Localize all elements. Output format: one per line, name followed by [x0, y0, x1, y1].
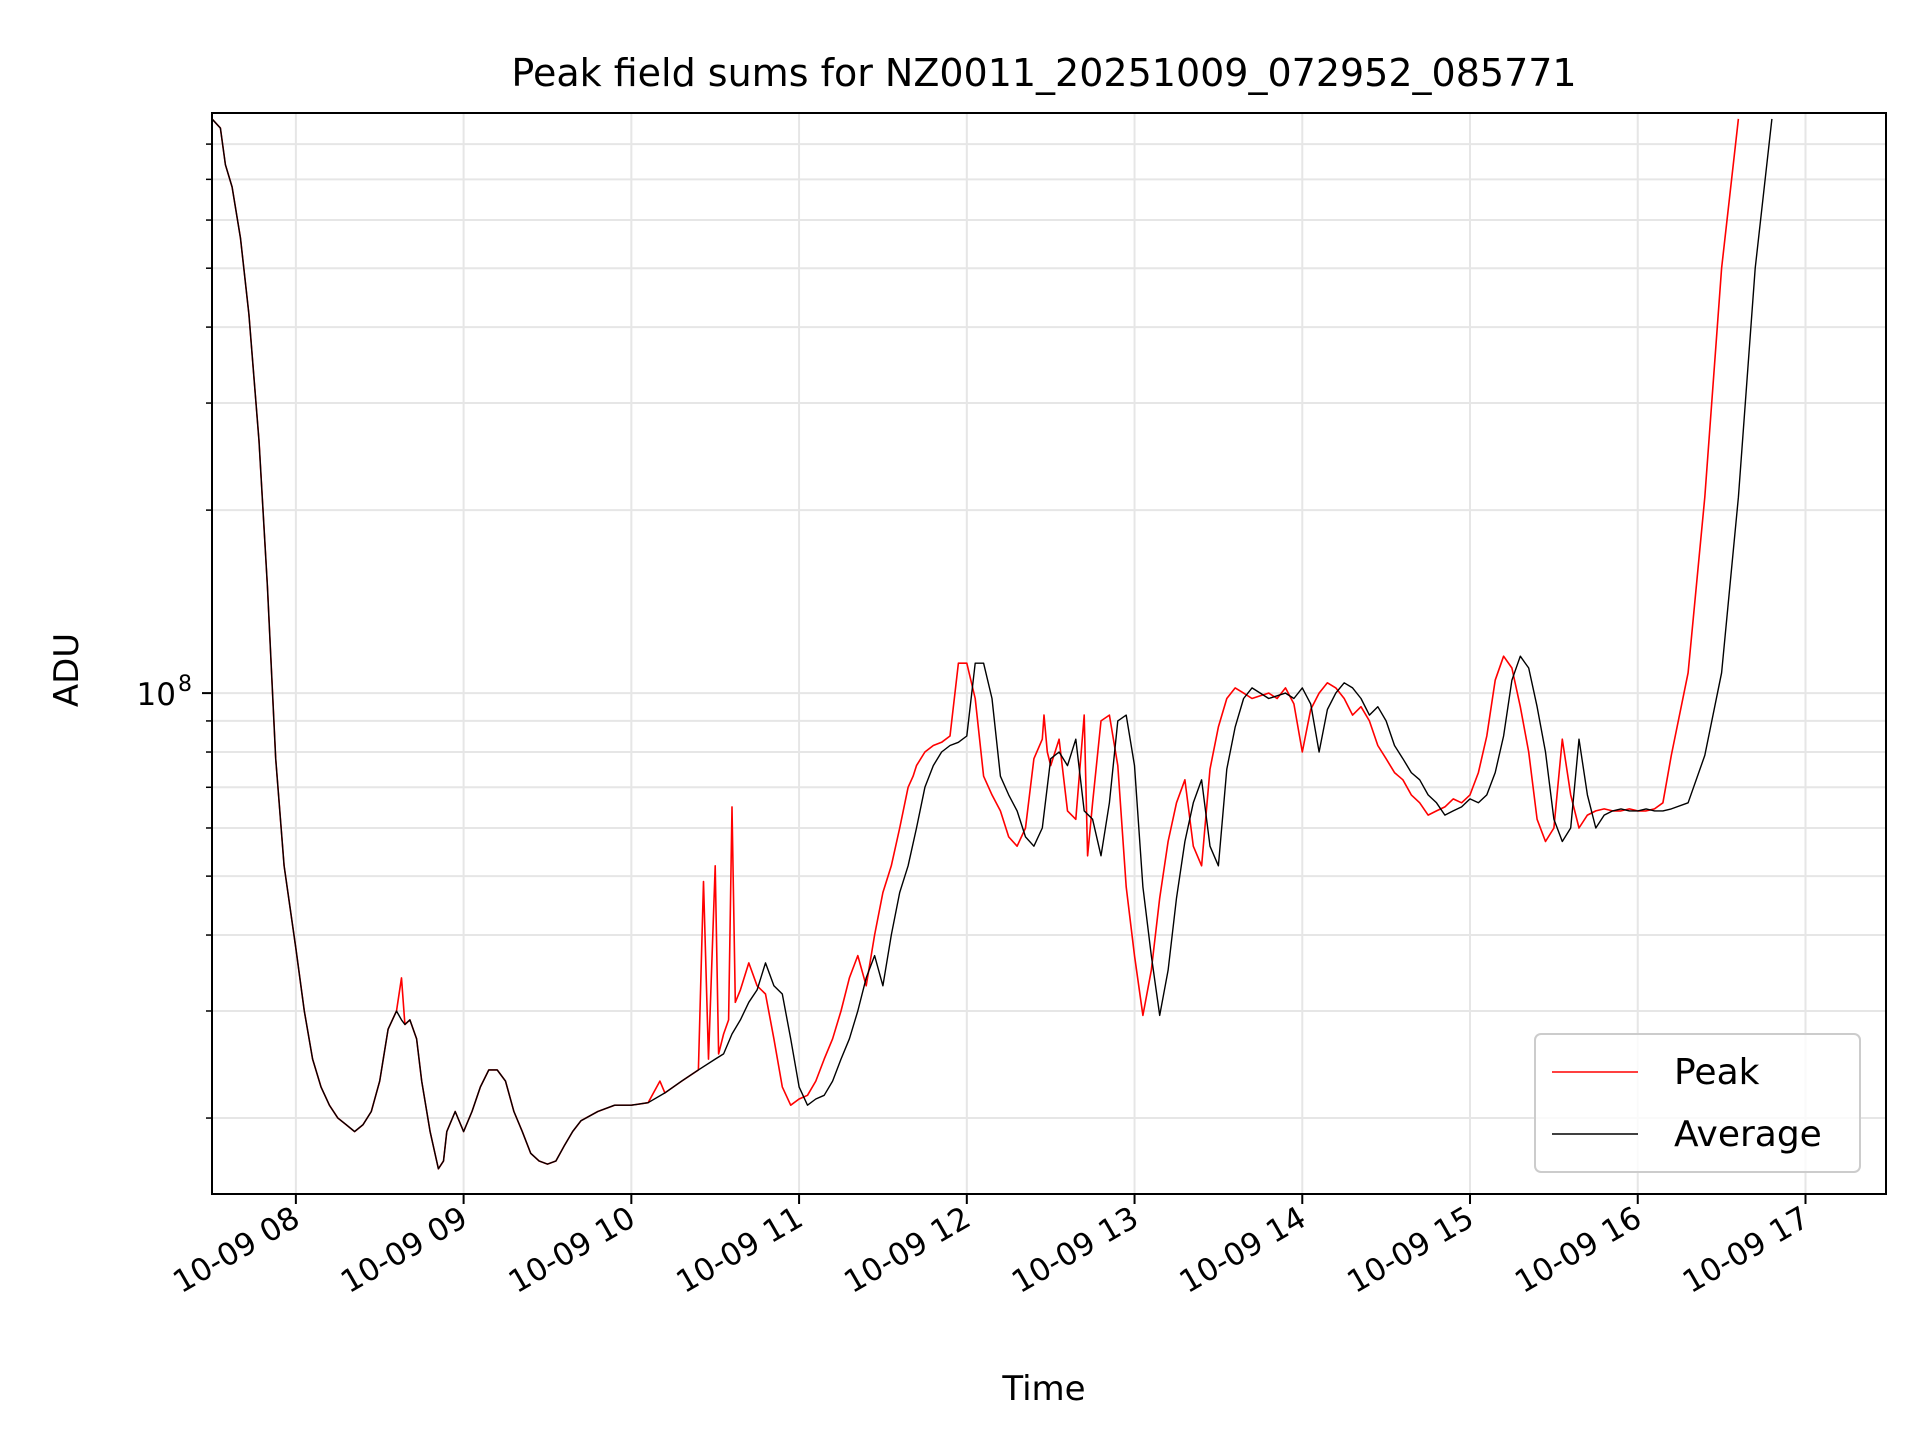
x-axis-label: Time — [1001, 1369, 1085, 1409]
axes-frame — [211, 112, 1887, 1195]
chart-title: Peak field sums for NZ0011_20251009_0729… — [511, 51, 1576, 95]
plot-area — [212, 118, 1773, 1170]
y-tick-exponent: 8 — [178, 672, 192, 697]
legend-label-average: Average — [1674, 1114, 1822, 1155]
legend-label-peak: Peak — [1674, 1052, 1760, 1093]
y-axis-ticks: 10 8 — [137, 143, 212, 1119]
y-tick-label: 10 — [137, 677, 176, 713]
series-line-average — [212, 118, 1773, 1170]
legend: Peak Average — [1534, 1033, 1861, 1173]
y-axis-label: ADU — [47, 633, 87, 707]
legend-box — [1534, 1033, 1861, 1173]
